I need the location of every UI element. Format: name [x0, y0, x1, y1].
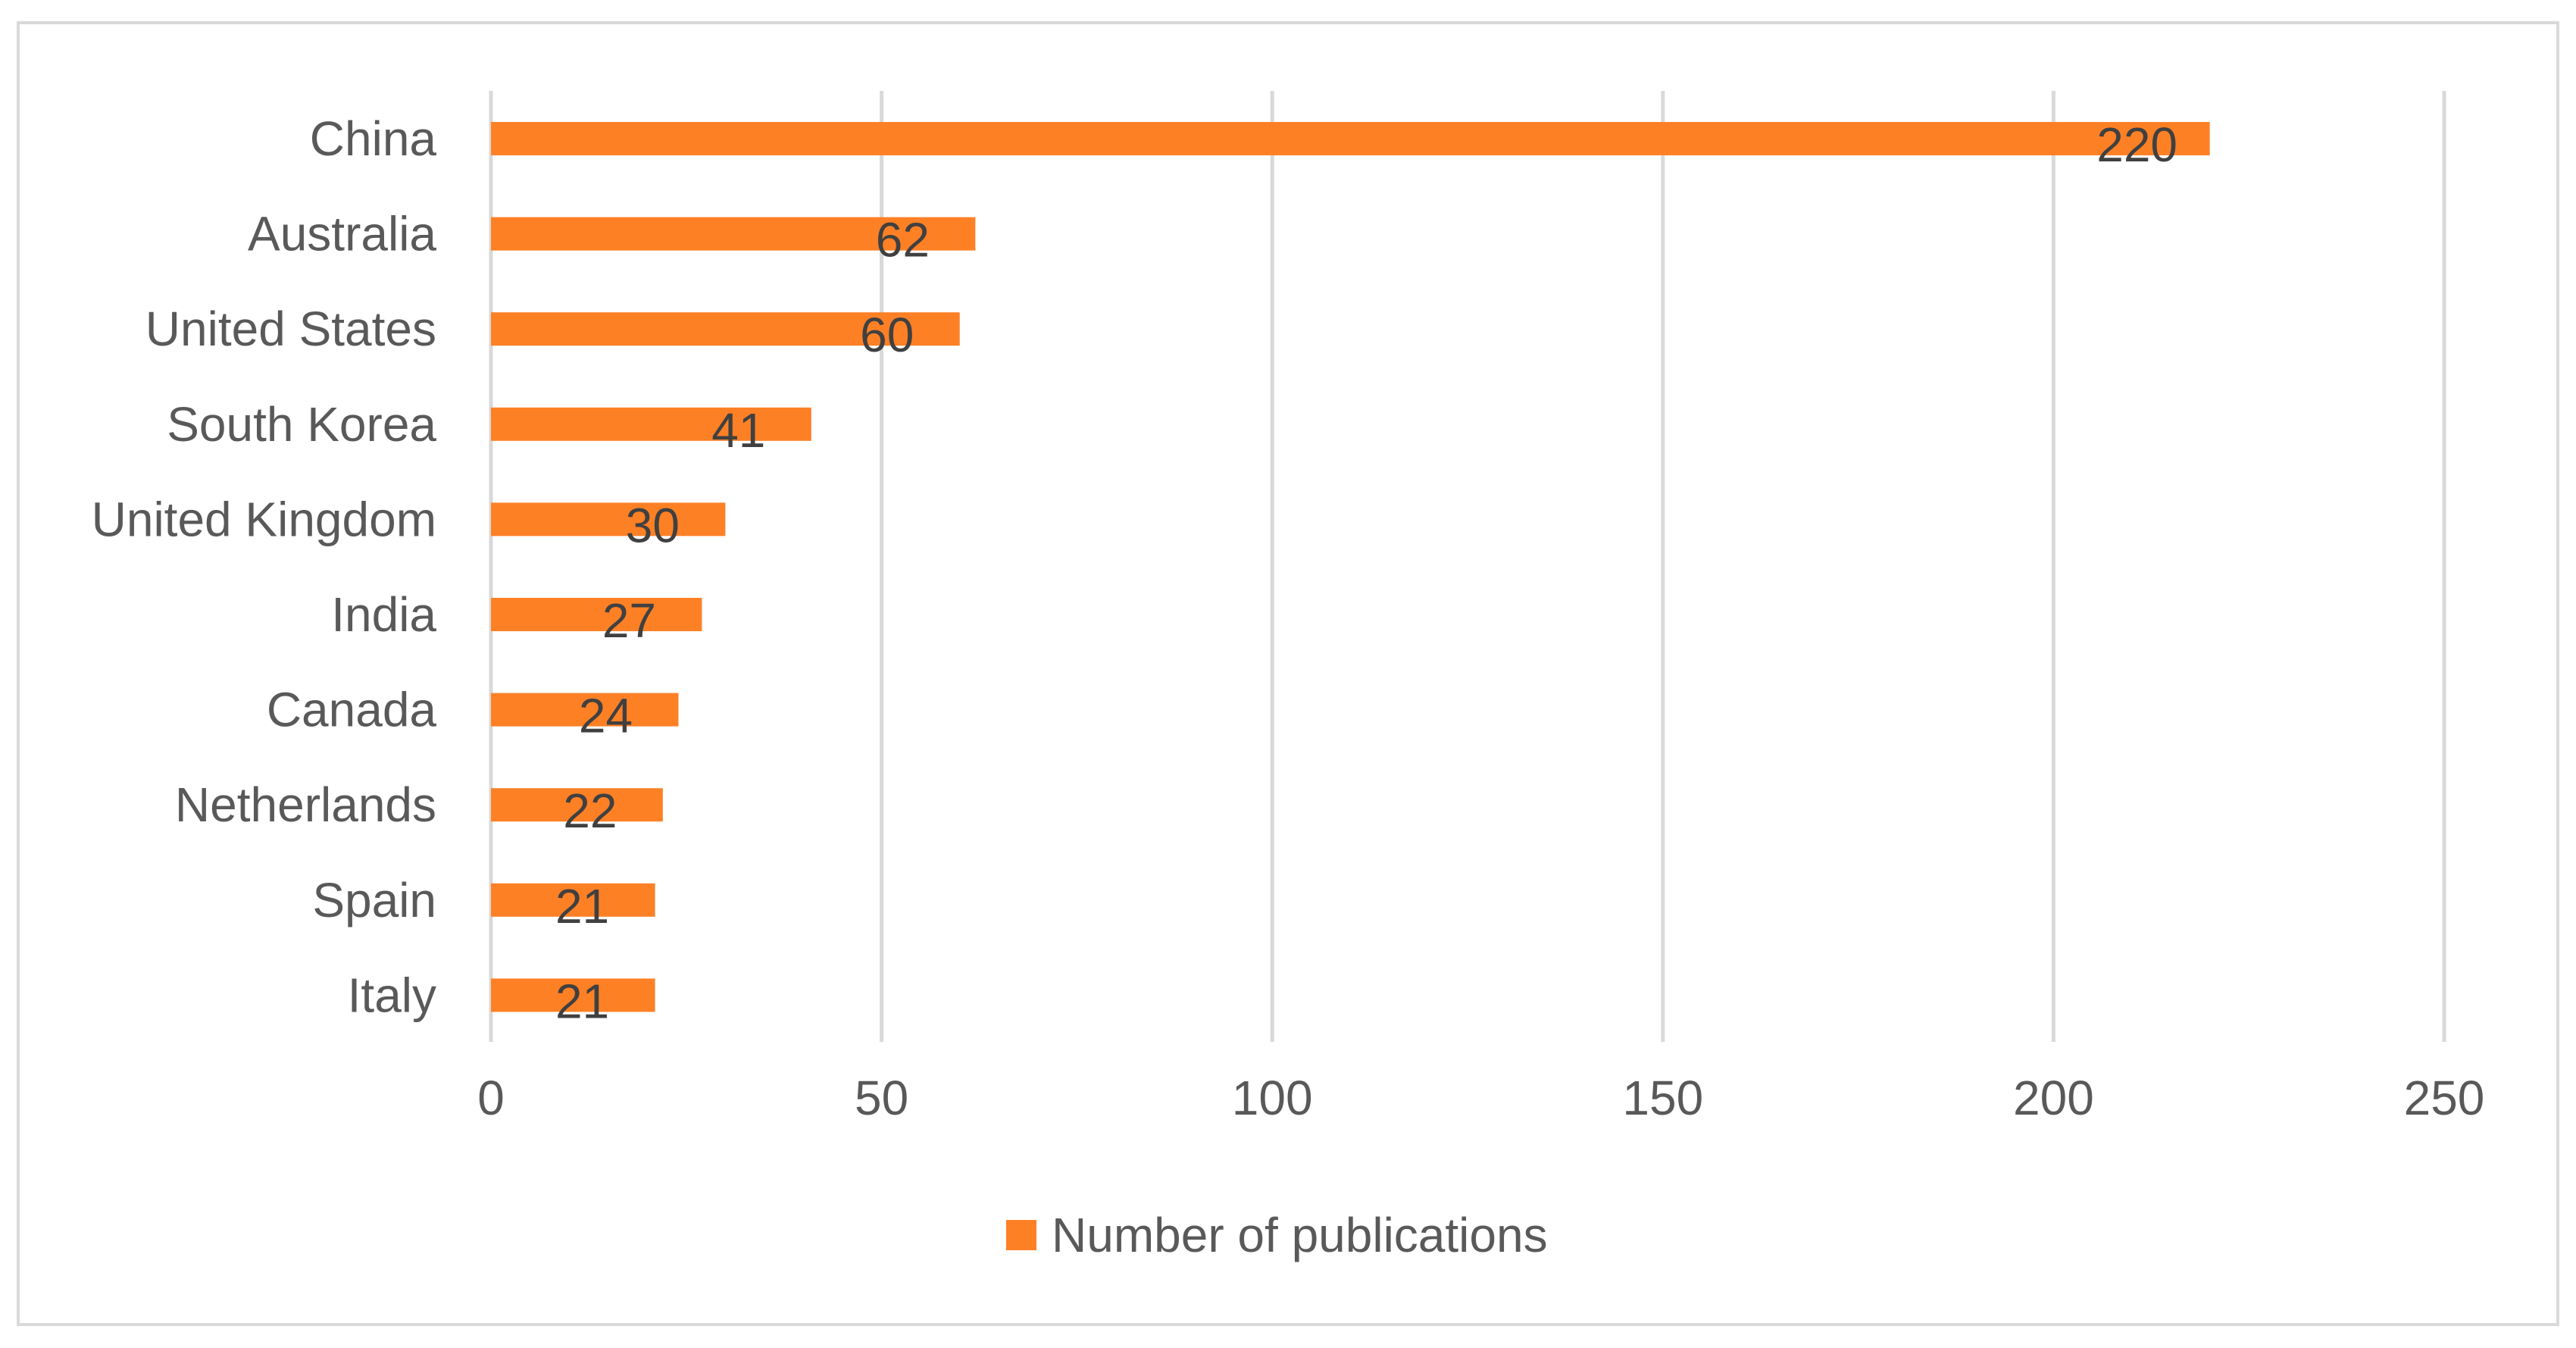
- bar-canada: [491, 693, 679, 727]
- data-label: 21: [555, 879, 609, 934]
- data-label: 24: [579, 689, 633, 743]
- category-label: United Kingdom: [92, 492, 436, 546]
- bar-south-korea: [491, 407, 811, 441]
- bar-australia: [491, 217, 976, 251]
- category-label: Australia: [248, 207, 436, 261]
- x-tick-label: 100: [1232, 1071, 1313, 1125]
- category-label: Netherlands: [175, 777, 436, 832]
- legend-swatch: [1006, 1220, 1036, 1250]
- x-tick-label: 50: [855, 1071, 908, 1125]
- bar-netherlands: [491, 788, 663, 822]
- category-label: South Korea: [167, 397, 436, 452]
- x-tick-label: 0: [477, 1071, 505, 1125]
- x-tick-label: 250: [2404, 1071, 2485, 1125]
- bars: [491, 122, 2210, 1012]
- data-label: 22: [563, 783, 617, 838]
- bar-spain: [491, 883, 655, 917]
- bar-united-states: [491, 312, 960, 346]
- category-label: Italy: [348, 968, 436, 1022]
- chart-frame: [17, 21, 2559, 1326]
- category-label: Spain: [312, 873, 436, 927]
- data-label: 60: [860, 308, 914, 362]
- bar-india: [491, 598, 702, 631]
- x-tick-label: 200: [2013, 1071, 2094, 1125]
- legend-label: Number of publications: [1052, 1208, 1548, 1262]
- bar-china: [491, 122, 2210, 155]
- data-labels: 220 62 60 41 30 27 24 22 21 21: [555, 117, 2177, 1028]
- category-label: United States: [145, 302, 436, 356]
- data-label: 27: [602, 593, 656, 648]
- data-label: 62: [876, 213, 930, 267]
- bar-italy: [491, 978, 655, 1012]
- data-label: 41: [711, 403, 765, 458]
- category-label: India: [331, 587, 436, 642]
- x-tick-labels: 0 50 100 150 200 250: [477, 1071, 2484, 1125]
- category-label: Canada: [267, 683, 437, 737]
- data-label: 21: [555, 974, 609, 1028]
- category-labels: China Australia United States South Korea Un…: [92, 111, 437, 1022]
- category-label: China: [310, 111, 437, 166]
- x-tick-label: 150: [1622, 1071, 1703, 1125]
- data-label: 30: [626, 498, 680, 552]
- data-label: 220: [2096, 117, 2177, 172]
- legend: Number of publications: [1006, 1208, 1548, 1262]
- bar-united-kingdom: [491, 502, 726, 536]
